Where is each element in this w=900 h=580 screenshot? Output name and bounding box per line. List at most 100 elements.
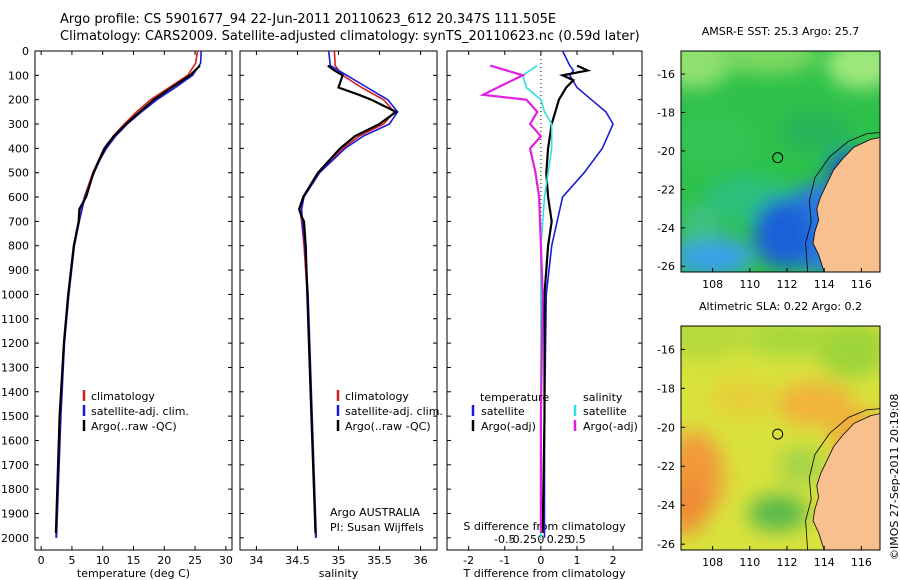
sst_map-lat-label: -24 bbox=[657, 222, 675, 235]
depth-tick-label: 1200 bbox=[1, 337, 29, 350]
sst_map-lat-label: -16 bbox=[657, 68, 675, 81]
legend-label: Argo(..raw -QC) bbox=[345, 420, 431, 433]
salinity-series-argo bbox=[297, 64, 399, 534]
depth-tick-label: 1400 bbox=[1, 386, 29, 399]
sla_map-title: Altimetric SLA: 0.22 Argo: 0.2 bbox=[699, 300, 862, 313]
argo-annotation: Argo AUSTRALIA bbox=[330, 506, 420, 519]
salinity-xtick-label: 35.5 bbox=[367, 554, 392, 567]
temperature-series-argo bbox=[54, 64, 201, 534]
sst_map-title: AMSR-E SST: 25.3 Argo: 25.7 bbox=[702, 25, 860, 38]
depth-tick-label: 1100 bbox=[1, 313, 29, 326]
sla_map-blob bbox=[710, 378, 771, 419]
sst_map-argo-marker bbox=[772, 152, 784, 164]
salinity-diff-tick-label: 0.25 bbox=[547, 533, 572, 546]
sla_map-lat-label: -22 bbox=[657, 460, 675, 473]
sla_map-lon-label: 108 bbox=[702, 556, 723, 569]
sst_map-lon-label: 116 bbox=[851, 278, 872, 291]
sla_map-frame bbox=[680, 325, 881, 551]
legend-label: Argo(-adj) bbox=[481, 420, 536, 433]
sst_map-lat-label: -22 bbox=[657, 183, 675, 196]
temperature-xtick-label: 5 bbox=[68, 554, 75, 567]
temperature-xtick-label: 25 bbox=[188, 554, 202, 567]
legend-label: satellite bbox=[583, 405, 627, 418]
sla_map-blob bbox=[681, 475, 707, 536]
difference-series-s-satellite bbox=[521, 64, 553, 538]
sst_map-blob bbox=[681, 203, 720, 244]
depth-tick-label: 1800 bbox=[1, 483, 29, 496]
sst_map-lat-label: -18 bbox=[657, 106, 675, 119]
sla_map-lat-label: -24 bbox=[657, 499, 675, 512]
map-sst_map: AMSR-E SST: 25.3 Argo: 25.7 108 110 112 114 1… bbox=[657, 25, 881, 291]
sst_map-blob bbox=[718, 51, 819, 75]
sst_map-blob bbox=[681, 236, 753, 272]
sla_map-blob bbox=[774, 381, 855, 426]
difference-xtick-label: 2 bbox=[610, 554, 617, 567]
salinity-axes-box bbox=[239, 50, 438, 551]
sst_map-lon-label: 110 bbox=[739, 278, 760, 291]
difference-series-t-satellite bbox=[543, 50, 614, 538]
difference-xtick-label: 0 bbox=[537, 554, 544, 567]
depth-tick-label: 0 bbox=[22, 45, 29, 58]
depth-tick-label: 2000 bbox=[1, 532, 29, 545]
legend-label: satellite-adj. clim. bbox=[91, 405, 189, 418]
sla_map-lon-label: 116 bbox=[851, 556, 872, 569]
sst_map-shelf-contour bbox=[805, 132, 880, 272]
profile-title: Argo profile: CS 5901677_94 22-Jun-2011 … bbox=[60, 12, 557, 27]
sla_map-lon-label: 110 bbox=[739, 556, 760, 569]
sst_map-field bbox=[681, 51, 880, 272]
sla_map-land bbox=[812, 413, 880, 550]
depth-tick-label: 1000 bbox=[1, 288, 29, 301]
legend-label: climatology bbox=[345, 390, 409, 403]
depth-tick-label: 600 bbox=[8, 191, 29, 204]
salinity-xtick-label: 36 bbox=[414, 554, 428, 567]
sla_map-blob bbox=[817, 326, 880, 380]
salinity-diff-tick-label: 0.5 bbox=[568, 533, 586, 546]
temperature-xtick-label: 0 bbox=[38, 554, 45, 567]
temperature-xtick-label: 30 bbox=[219, 554, 233, 567]
sla_map-lat-label: -16 bbox=[657, 343, 675, 356]
sla_map-lat-label: -18 bbox=[657, 382, 675, 395]
difference-xtick-label: -1 bbox=[499, 554, 510, 567]
sst_map-lon-label: 108 bbox=[702, 278, 723, 291]
difference-series-s-argo bbox=[479, 64, 544, 533]
sst_map-blob bbox=[779, 111, 850, 152]
legend-label: satellite-adj. clim. bbox=[345, 405, 443, 418]
depth-tick-label: 1300 bbox=[1, 361, 29, 374]
depth-tick-label: 400 bbox=[8, 142, 29, 155]
depth-tick-label: 100 bbox=[8, 69, 29, 82]
sla_map-argo-marker bbox=[772, 428, 784, 440]
temperature-axes-box bbox=[34, 50, 233, 551]
sst_map-frame bbox=[680, 50, 881, 273]
sla_map-lat-label: -26 bbox=[657, 538, 675, 551]
salinity-xtick-label: 34.5 bbox=[285, 554, 310, 567]
difference-xtick-label: 1 bbox=[574, 554, 581, 567]
legend-label: Argo(-adj) bbox=[583, 420, 638, 433]
salinity-diff-tick-label: -0.5 bbox=[494, 533, 515, 546]
legend-label: Argo(..raw -QC) bbox=[91, 420, 177, 433]
sla_map-blob bbox=[747, 494, 808, 531]
sst_map-lon-label: 114 bbox=[814, 278, 835, 291]
sla_map-lat-label: -20 bbox=[657, 421, 675, 434]
depth-tick-label: 300 bbox=[8, 118, 29, 131]
sla_map-lon-label: 114 bbox=[814, 556, 835, 569]
argo-annotation: PI: Susan Wijffels bbox=[330, 521, 424, 534]
sla_map-field bbox=[681, 326, 880, 550]
sst_map-lon-label: 112 bbox=[777, 278, 798, 291]
sla_map-lon-label: 112 bbox=[777, 556, 798, 569]
depth-tick-label: 200 bbox=[8, 94, 29, 107]
sst_map-blob bbox=[753, 198, 814, 269]
depth-tick-label: 900 bbox=[8, 264, 29, 277]
depth-tick-label: 500 bbox=[8, 167, 29, 180]
map-sla_map: Altimetric SLA: 0.22 Argo: 0.2 108 110 112 1… bbox=[657, 300, 881, 569]
sst_map-blob bbox=[681, 116, 753, 167]
depth-tick-label: 800 bbox=[8, 240, 29, 253]
difference-xtick-label: -2 bbox=[463, 554, 474, 567]
depth-tick-label: 700 bbox=[8, 215, 29, 228]
salinity-xlabel: salinity bbox=[319, 567, 359, 580]
legend-header-temperature: temperature bbox=[480, 391, 549, 404]
sla_map-shelf-contour bbox=[805, 408, 880, 550]
temperature-xtick-label: 10 bbox=[96, 554, 110, 567]
sst_map-blob bbox=[826, 51, 880, 90]
depth-tick-label: 1600 bbox=[1, 434, 29, 447]
